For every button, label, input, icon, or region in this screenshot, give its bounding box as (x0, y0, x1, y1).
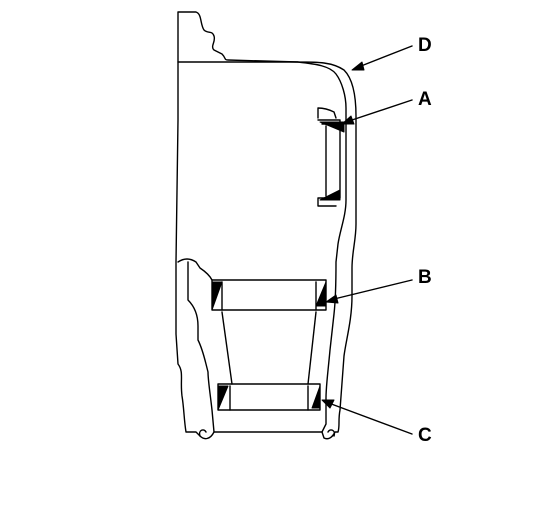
bearing-b-outline (211, 279, 327, 311)
housing-outline (175, 11, 357, 440)
bottom-lip (198, 429, 336, 437)
left-shoulder (177, 258, 213, 281)
leader-line-c (325, 401, 413, 435)
arrowhead-d (351, 61, 365, 71)
bearing-a-wedge-top (319, 121, 345, 133)
bearing-c-wedge-right (311, 385, 321, 409)
bearing-a-outline (317, 107, 337, 119)
leader-line-a (345, 99, 413, 123)
callout-label-c: C (418, 425, 432, 446)
bearing-a-wedge-bottom (319, 189, 341, 201)
bearing-b-wedge-left (211, 281, 223, 311)
callout-label-b: B (418, 267, 432, 288)
arrowhead-c (321, 399, 335, 409)
callout-label-d: D (418, 35, 432, 56)
left-inner-wall (187, 261, 215, 433)
arrowhead-b (325, 294, 339, 304)
bearing-c-outline (217, 383, 321, 411)
arrowhead-a (341, 115, 355, 125)
leader-line-b (329, 279, 413, 301)
bearing-b-wedge-right (315, 281, 327, 307)
bearing-c-wedge-left (217, 385, 229, 411)
leader-line-d (355, 45, 413, 69)
housing-inner-outline (177, 61, 347, 433)
bore-right (307, 311, 317, 385)
callout-label-a: A (418, 89, 432, 110)
bore-left (221, 311, 233, 385)
